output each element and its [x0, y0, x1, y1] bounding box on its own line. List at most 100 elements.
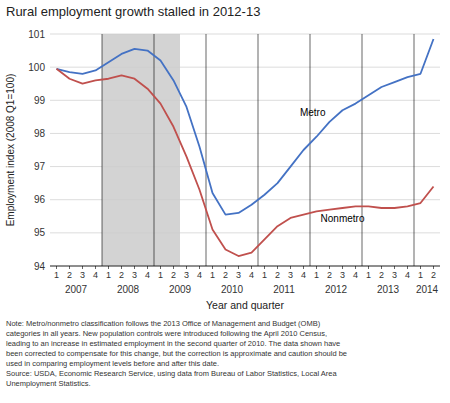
x-tick-label: 2 [171, 270, 176, 280]
x-tick-label: 2 [119, 270, 124, 280]
x-tick [407, 266, 408, 269]
y-tick-label: 95 [34, 227, 46, 238]
year-label: 2009 [169, 284, 192, 295]
x-tick-label: 4 [405, 270, 410, 280]
year-separator [102, 34, 103, 266]
x-tick [147, 266, 148, 269]
year-label: 2013 [377, 284, 400, 295]
y-tick-label: 97 [34, 161, 46, 172]
x-tick-label: 3 [132, 270, 137, 280]
x-tick [342, 266, 343, 269]
year-label: 2014 [416, 284, 439, 295]
note-line: categories in all years. New population … [6, 329, 327, 338]
y-tick-label: 100 [28, 62, 45, 73]
x-tick [420, 266, 421, 269]
x-tick [394, 266, 395, 269]
x-tick [173, 266, 174, 269]
x-tick [69, 266, 70, 269]
x-tick [303, 266, 304, 269]
x-tick-label: 2 [379, 270, 384, 280]
year-label: 2011 [273, 284, 295, 295]
x-tick-label: 3 [392, 270, 397, 280]
x-tick-label: 4 [301, 270, 306, 280]
x-tick [433, 266, 434, 269]
x-tick [316, 266, 317, 269]
note-line: Note: Metro/nonmetro classification foll… [6, 319, 321, 328]
series-label: Metro [300, 107, 326, 118]
x-tick [368, 266, 369, 269]
x-tick [225, 266, 226, 269]
title: Rural employment growth stalled in 2012-… [6, 4, 260, 19]
y-tick-label: 94 [34, 261, 46, 272]
grid-line [50, 67, 440, 68]
note-line: Source: USDA, Economic Research Service,… [6, 369, 337, 378]
x-tick [160, 266, 161, 269]
x-tick-label: 4 [249, 270, 254, 280]
series-label: Nonmetro [321, 213, 365, 224]
x-tick-label: 3 [80, 270, 85, 280]
y-tick-label: 101 [28, 29, 45, 40]
x-tick [238, 266, 239, 269]
x-tick-label: 4 [93, 270, 98, 280]
grid-line [50, 100, 440, 101]
x-tick [82, 266, 83, 269]
year-separator [310, 34, 311, 266]
year-separator [206, 34, 207, 266]
x-tick-label: 1 [262, 270, 267, 280]
year-separator [154, 34, 155, 266]
x-tick [251, 266, 252, 269]
year-separator [362, 34, 363, 266]
x-tick [355, 266, 356, 269]
shaded-region [102, 34, 180, 266]
x-axis-label: Year and quarter [206, 299, 284, 311]
x-tick-label: 4 [197, 270, 202, 280]
x-tick-label: 1 [54, 270, 59, 280]
x-tick-label: 3 [236, 270, 241, 280]
x-tick [121, 266, 122, 269]
x-tick-label: 4 [353, 270, 358, 280]
lines [57, 39, 434, 256]
x-tick-label: 1 [158, 270, 163, 280]
year-label: 2012 [325, 284, 348, 295]
grid-line [50, 199, 440, 200]
x-tick [264, 266, 265, 269]
x-tick [290, 266, 291, 269]
note: Note: Metro/nonmetro classification foll… [6, 319, 347, 388]
year-separator [258, 34, 259, 266]
chart: Rural employment growth stalled in 2012-… [0, 0, 450, 403]
x-tick-label: 2 [431, 270, 436, 280]
x-tick-label: 2 [67, 270, 72, 280]
series-line [57, 69, 434, 256]
x-tick [108, 266, 109, 269]
x-tick-label: 3 [340, 270, 345, 280]
note-line: used in comparing employment levels befo… [6, 359, 219, 368]
x-tick-label: 4 [145, 270, 150, 280]
x-tick-label: 2 [327, 270, 332, 280]
x-tick-label: 3 [288, 270, 293, 280]
x-tick-label: 1 [314, 270, 319, 280]
year-label: 2008 [117, 284, 140, 295]
x-tick-label: 1 [366, 270, 371, 280]
note-line: been corrected to compensate for this ch… [6, 349, 347, 358]
x-tick [199, 266, 200, 269]
x-tick [134, 266, 135, 269]
y-axis-label: Employment index (2008 Q1=100) [5, 74, 16, 227]
x-tick [329, 266, 330, 269]
x-tick [381, 266, 382, 269]
x-tick [95, 266, 96, 269]
x-tick-label: 3 [184, 270, 189, 280]
year-separator [414, 34, 415, 266]
grid-line [50, 133, 440, 134]
grid-line [50, 34, 440, 35]
note-line: Unemployment Statistics. [6, 379, 91, 388]
x-tick [212, 266, 213, 269]
x-tick-label: 1 [106, 270, 111, 280]
x-tick-label: 2 [223, 270, 228, 280]
x-tick [186, 266, 187, 269]
y-tick-label: 99 [34, 95, 46, 106]
y-tick-label: 98 [34, 128, 46, 139]
x-tick-label: 1 [210, 270, 215, 280]
year-label: 2007 [65, 284, 88, 295]
x-tick-label: 1 [418, 270, 423, 280]
grid-line [50, 166, 440, 167]
